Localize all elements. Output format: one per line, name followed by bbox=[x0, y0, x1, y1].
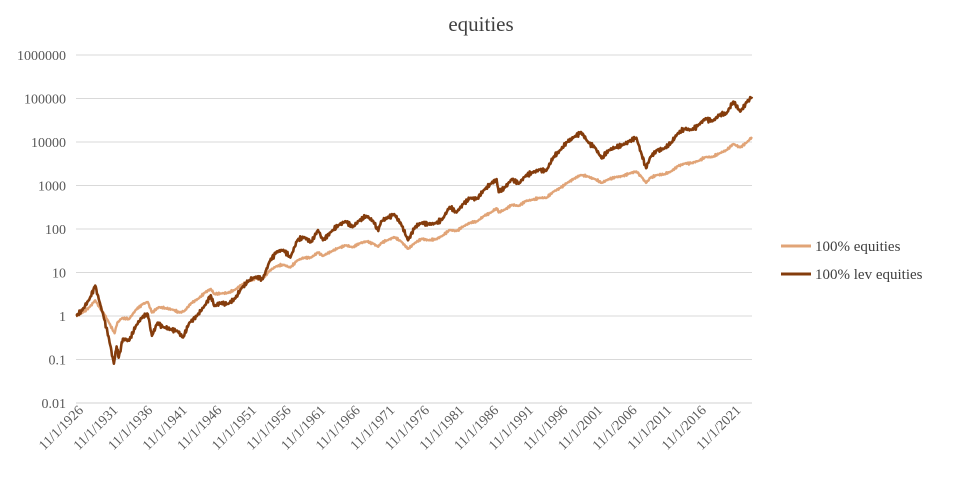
series-line-lev-equities bbox=[75, 95, 754, 365]
legend-label-lev-equities: 100% lev equities bbox=[815, 267, 923, 283]
series-line-equities bbox=[75, 136, 753, 335]
y-tick-label: 1 bbox=[59, 310, 66, 325]
legend: 100% equities 100% lev equities bbox=[781, 239, 923, 283]
y-tick-label: 0.01 bbox=[42, 397, 67, 412]
y-tick-label: 0.1 bbox=[49, 354, 67, 369]
series-lines bbox=[75, 95, 754, 365]
x-axis-tick-labels: 11/1/192611/1/193111/1/193611/1/194111/1… bbox=[36, 403, 744, 453]
y-tick-label: 100 bbox=[45, 223, 66, 238]
chart-title: equities bbox=[448, 12, 513, 36]
y-tick-label: 1000 bbox=[38, 180, 66, 195]
y-tick-label: 10000 bbox=[31, 136, 66, 151]
legend-label-equities: 100% equities bbox=[815, 239, 901, 255]
y-axis-tick-labels: 0.01 0.1 1 10 100 1000 10000 100000 1000000 bbox=[17, 49, 66, 412]
gridlines bbox=[76, 54, 752, 360]
y-tick-label: 10 bbox=[52, 267, 66, 282]
y-tick-label: 100000 bbox=[24, 93, 66, 108]
y-tick-label: 1000000 bbox=[17, 49, 66, 64]
